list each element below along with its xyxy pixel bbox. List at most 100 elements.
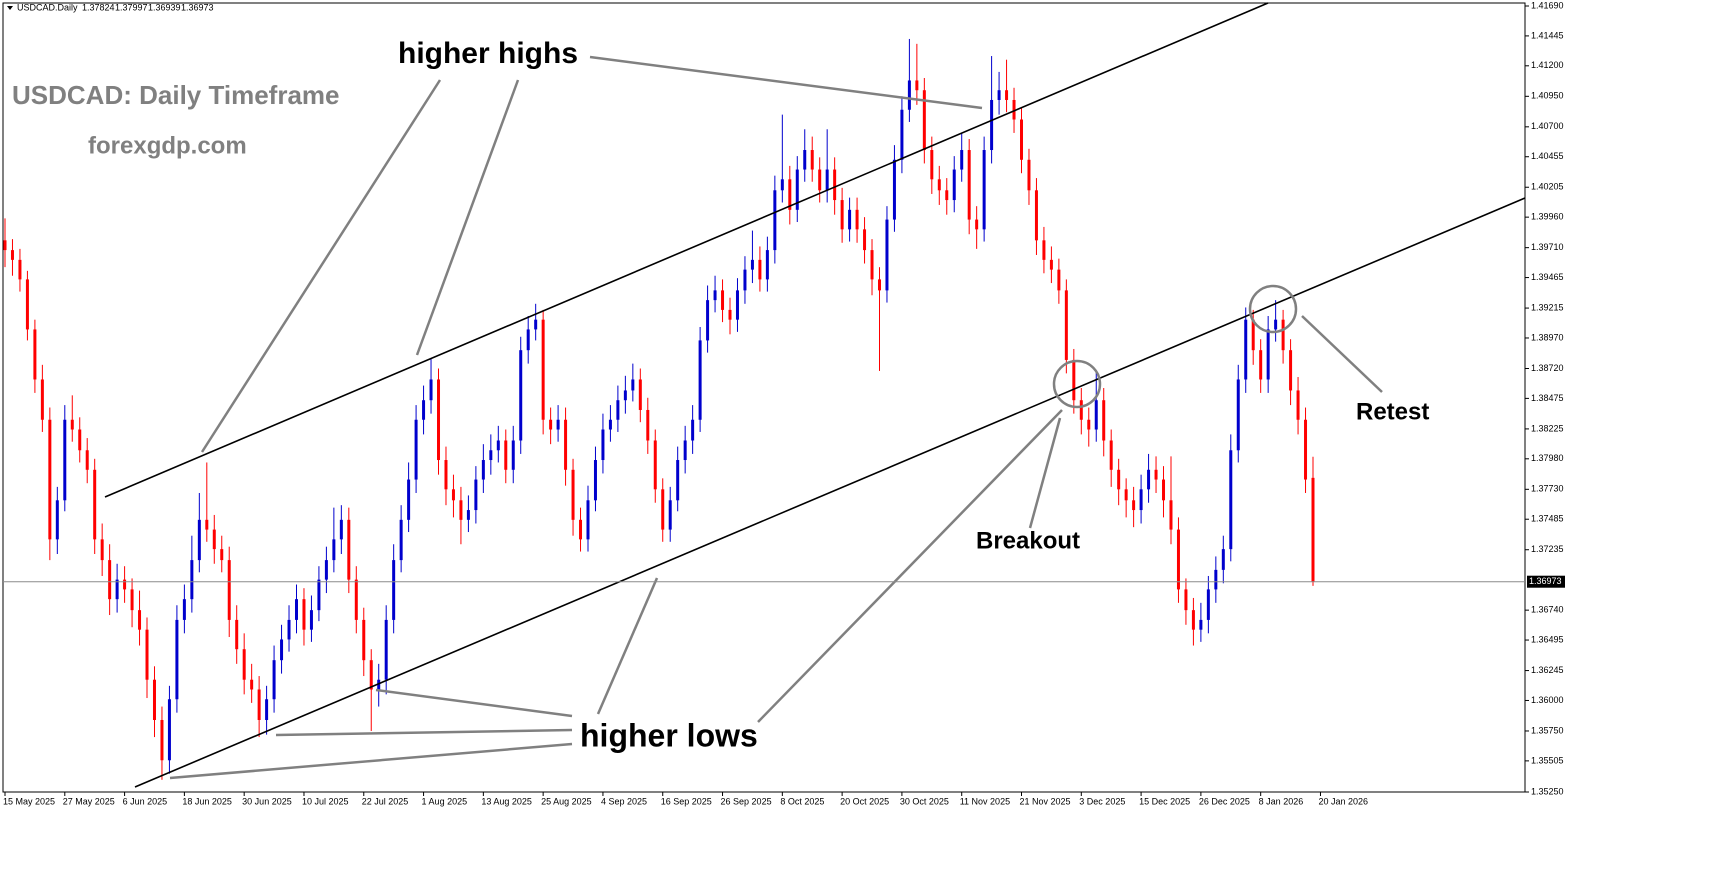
candle-body bbox=[631, 379, 635, 391]
annotation: higher lows bbox=[580, 717, 758, 753]
candle-body bbox=[937, 179, 941, 191]
x-tick-label: 8 Oct 2025 bbox=[780, 796, 824, 806]
x-tick-label: 15 Dec 2025 bbox=[1139, 796, 1190, 806]
candle-body bbox=[339, 519, 343, 540]
candle-body bbox=[1251, 319, 1255, 351]
candle-body bbox=[945, 190, 949, 201]
candle-body bbox=[309, 610, 313, 630]
candle-body bbox=[997, 90, 1001, 100]
candle-body bbox=[1087, 419, 1091, 430]
candle-body bbox=[1109, 440, 1113, 470]
candle-body bbox=[63, 419, 67, 501]
candle-body bbox=[3, 240, 7, 251]
candle-body bbox=[1199, 619, 1203, 630]
y-tick-label: 1.40455 bbox=[1531, 151, 1564, 161]
candle-body bbox=[1005, 90, 1009, 100]
candle-body bbox=[1027, 159, 1031, 191]
breakout-circle bbox=[1052, 359, 1102, 409]
candle-body bbox=[773, 190, 777, 251]
candle-body bbox=[354, 579, 358, 620]
candle-body bbox=[1214, 569, 1218, 590]
candle-body bbox=[795, 169, 799, 210]
candle-body bbox=[683, 440, 687, 461]
x-tick-label: 1 Aug 2025 bbox=[422, 796, 468, 806]
y-tick-label: 1.39215 bbox=[1531, 302, 1564, 312]
candle-body bbox=[1124, 489, 1128, 501]
candle-body bbox=[429, 379, 433, 401]
candle-body bbox=[676, 460, 680, 501]
candle-body bbox=[167, 699, 171, 761]
candle-body bbox=[302, 599, 306, 630]
candle-body bbox=[287, 619, 291, 640]
candle-body bbox=[10, 250, 14, 260]
candle-body bbox=[48, 419, 52, 540]
x-tick-label: 13 Aug 2025 bbox=[481, 796, 532, 806]
symbol: USDCAD.Daily bbox=[17, 2, 78, 12]
candle-body bbox=[1304, 419, 1308, 480]
candle-body bbox=[691, 419, 695, 441]
candle-body bbox=[265, 699, 269, 720]
candle-body bbox=[1154, 469, 1158, 480]
candle-body bbox=[25, 279, 29, 330]
candle-body bbox=[549, 419, 553, 430]
candle-body bbox=[653, 440, 657, 490]
y-tick-label: 1.39960 bbox=[1531, 212, 1564, 222]
arrow bbox=[757, 409, 1063, 723]
candle-body bbox=[922, 90, 926, 151]
candle-body bbox=[803, 150, 807, 170]
candle-body bbox=[1147, 469, 1151, 490]
candle-body bbox=[78, 429, 82, 451]
y-tick-label: 1.41200 bbox=[1531, 60, 1564, 70]
candle-body bbox=[1139, 489, 1143, 511]
x-tick-label: 27 May 2025 bbox=[63, 796, 115, 806]
candle-body bbox=[1132, 500, 1136, 511]
candle-body bbox=[810, 150, 814, 170]
candle-body bbox=[123, 579, 127, 590]
arrow bbox=[1301, 315, 1383, 393]
x-tick-label: 21 Nov 2025 bbox=[1020, 796, 1071, 806]
candle-body bbox=[564, 419, 568, 470]
header-low: 1.36939 bbox=[148, 2, 181, 12]
candle-body bbox=[661, 489, 665, 530]
candle-body bbox=[1281, 319, 1285, 351]
x-tick-label: 18 Jun 2025 bbox=[182, 796, 232, 806]
candle-body bbox=[407, 479, 411, 520]
y-tick-label: 1.40205 bbox=[1531, 182, 1564, 192]
candle-body bbox=[930, 150, 934, 180]
candle-body bbox=[1094, 400, 1098, 430]
y-tick-label: 1.36000 bbox=[1531, 695, 1564, 705]
y-tick-label: 1.37485 bbox=[1531, 514, 1564, 524]
candle-body bbox=[1289, 350, 1293, 391]
y-tick-label: 1.37730 bbox=[1531, 484, 1564, 494]
candle-body bbox=[190, 560, 194, 600]
x-tick-label: 30 Jun 2025 bbox=[242, 796, 292, 806]
candle-body bbox=[18, 259, 22, 280]
candle-body bbox=[780, 179, 784, 191]
candle-body bbox=[915, 80, 919, 91]
header: USDCAD.Daily 1.37824 1.37997 1.36939 1.3… bbox=[7, 2, 214, 12]
candle-body bbox=[212, 529, 216, 550]
last-price-box bbox=[1527, 575, 1565, 588]
candle-body bbox=[990, 99, 994, 151]
candle-body bbox=[526, 329, 530, 351]
candle-body bbox=[504, 440, 508, 470]
candle-body bbox=[145, 629, 149, 680]
annotation: Retest bbox=[1356, 398, 1429, 425]
candle-body bbox=[743, 269, 747, 291]
arrow bbox=[275, 728, 573, 737]
candle-body bbox=[220, 549, 224, 561]
arrow bbox=[596, 577, 659, 715]
candle-body bbox=[1266, 329, 1270, 380]
candle-body bbox=[1191, 610, 1195, 630]
candle-body bbox=[1117, 469, 1121, 490]
candle-body bbox=[571, 469, 575, 520]
x-tick-label: 22 Jul 2025 bbox=[362, 796, 409, 806]
candle-body bbox=[579, 519, 583, 540]
candle-body bbox=[1102, 400, 1106, 441]
candle-body bbox=[466, 510, 470, 520]
candle-body bbox=[197, 519, 201, 561]
candle-body bbox=[765, 250, 769, 280]
y-tick-label: 1.37980 bbox=[1531, 453, 1564, 463]
arrows bbox=[169, 55, 1383, 780]
annotation: higher highs bbox=[398, 37, 578, 70]
